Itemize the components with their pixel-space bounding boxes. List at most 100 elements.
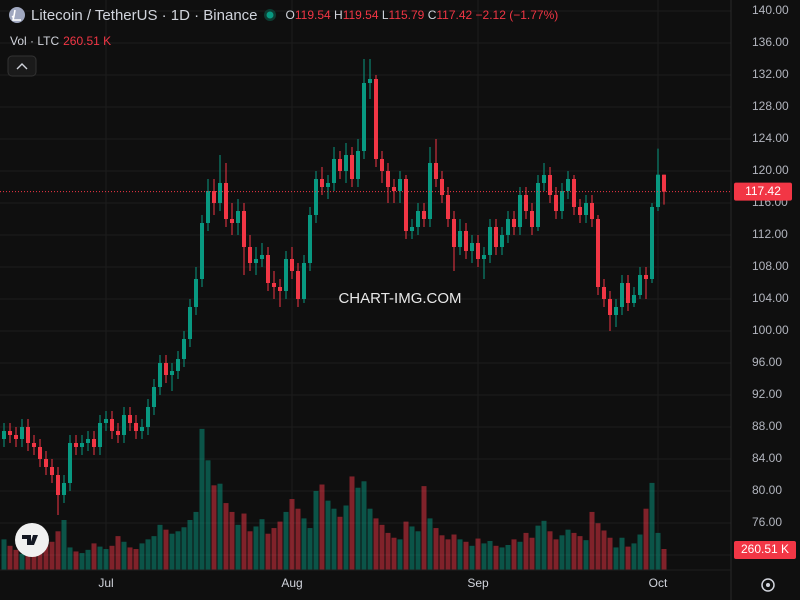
candle-body [302,263,306,299]
volume-bar [133,549,139,570]
volume-bar [31,549,37,570]
candle-body [596,219,600,287]
candle-body [422,211,426,219]
candle-body [146,407,150,427]
candle-body [206,191,210,223]
volume-bar [61,520,67,570]
candle-body [320,179,324,187]
volume-bar [511,539,517,570]
volume-bar [109,545,115,570]
candle-body [332,159,336,183]
candle-body [404,179,408,231]
volume-bar [25,551,31,570]
volume-bar [541,520,547,570]
candle-body [266,255,270,283]
volume-bar [289,499,295,570]
volume-bar [367,508,373,570]
candle-body [398,179,402,191]
candle-body [440,179,444,195]
volume-legend: Vol · LTC 260.51 K [10,34,111,48]
legend-header: Litecoin / TetherUS · 1D · Binance O119.… [8,6,558,24]
y-tick-label: 136.00 [752,35,789,49]
candle-body [500,235,504,247]
candle-body [68,443,72,483]
volume-bar [607,537,613,570]
last-volume-label: 260.51 K [741,542,789,556]
volume-bar [505,545,511,570]
candle-body [620,283,624,307]
y-tick-label: 80.00 [752,483,782,497]
volume-bar [187,520,193,570]
volume-bar [523,532,529,570]
candle-body [428,163,432,219]
candle-body [326,183,330,187]
volume-bar [49,541,55,570]
candle-body [242,211,246,247]
candle-body [182,339,186,359]
candle-body [62,483,66,495]
close-value: 117.42 [436,8,473,22]
candle-body [110,419,114,431]
candle-body [452,219,456,247]
volume-bar [361,481,367,570]
volume-bar [283,511,289,570]
volume-bar [163,529,169,570]
volume-title: Vol · LTC [10,34,60,48]
volume-bar [235,524,241,570]
candle-body [236,211,240,223]
candle-body [488,227,492,255]
candle-body [518,195,522,227]
candle-body [32,443,36,447]
volume-bar [445,539,451,570]
volume-bar [385,532,391,570]
volume-bar [583,540,589,570]
candle-body [38,447,42,459]
volume-bar [493,545,499,570]
volume-bar [247,531,253,570]
volume-bar [145,539,151,570]
candle-body [50,467,54,475]
candle-body [494,227,498,247]
candle-body [524,195,528,211]
logo-mark [22,535,38,545]
volume-bar [337,516,343,570]
volume-bar [577,536,583,570]
candle-body [476,243,480,259]
volume-bar [409,526,415,570]
volume-value: 260.51 K [63,34,112,48]
candle-body [188,307,192,339]
candle-body [542,175,546,183]
candle-body [98,423,102,447]
volume-bar [643,508,649,570]
candle-body [608,299,612,315]
candle-body [584,203,588,215]
volume-bar [139,543,145,570]
volume-bar [613,547,619,570]
candle-body [644,275,648,279]
candle-body [14,435,18,439]
candle-body [662,174,666,192]
y-tick-label: 100.00 [752,323,789,337]
volume-bar [169,533,175,570]
volume-bar [559,535,565,570]
candle-body [278,287,282,291]
candle-body [122,415,126,435]
volume-bar [193,511,199,570]
volume-bar [535,525,541,570]
settings-icon[interactable] [761,578,775,592]
collapse-button[interactable] [7,55,37,77]
high-value: 119.54 [342,8,379,22]
volume-bar [403,521,409,570]
change-value: −2.12 (−1.77%) [475,8,559,22]
y-tick-label: 92.00 [752,387,782,401]
candle-body [290,259,294,271]
volume-bar [469,545,475,570]
volume-bar [349,476,355,570]
candle-body [26,427,30,443]
volume-bar [487,540,493,570]
volume-bar [115,536,121,570]
x-tick-label: Sep [467,576,489,590]
volume-bar [325,500,331,570]
volume-bar [499,547,505,570]
volume-bar [601,530,607,570]
